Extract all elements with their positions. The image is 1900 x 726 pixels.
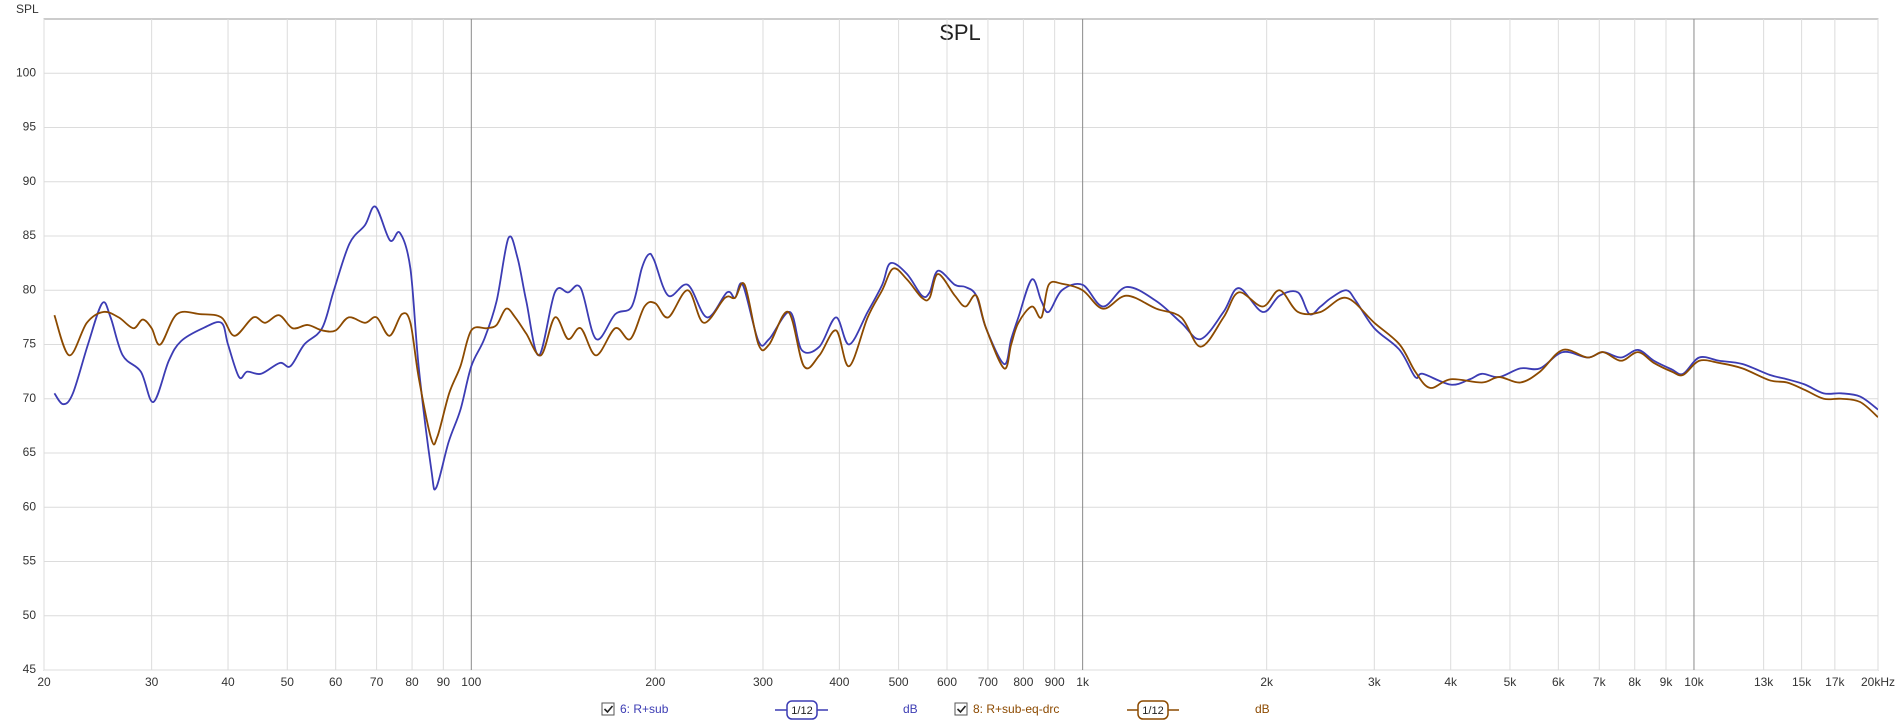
x-tick-label: 60 xyxy=(329,675,343,689)
x-tick-label: 3k xyxy=(1368,675,1382,689)
checkbox-tick xyxy=(956,705,967,714)
legend-unit: dB xyxy=(903,702,918,716)
y-tick-label: 75 xyxy=(23,337,37,351)
x-tick-label: 300 xyxy=(753,675,773,689)
x-tick-label: 6k xyxy=(1552,675,1566,689)
legend-label: 6: R+sub xyxy=(620,702,669,716)
x-tick-label: 600 xyxy=(937,675,957,689)
y-tick-label: 65 xyxy=(23,445,37,459)
x-tick-label: 8k xyxy=(1628,675,1642,689)
x-tick-label: 30 xyxy=(145,675,159,689)
series-line xyxy=(53,267,1878,446)
y-tick-label: 95 xyxy=(23,120,37,134)
y-tick-label: 70 xyxy=(23,391,37,405)
checkbox-tick xyxy=(603,705,614,714)
x-tick-label: 7k xyxy=(1593,675,1607,689)
x-tick-label: 500 xyxy=(889,675,909,689)
legend-unit: dB xyxy=(1255,702,1270,716)
legend-checkbox[interactable] xyxy=(601,702,615,716)
smoothing-box[interactable] xyxy=(786,700,818,720)
smoothing-control[interactable]: 1/12 xyxy=(1127,700,1179,720)
chart-title: SPL xyxy=(939,20,981,45)
smoothing-box[interactable] xyxy=(1137,700,1169,720)
y-tick-label: 100 xyxy=(16,65,36,79)
smoothing-label: 1/12 xyxy=(1142,705,1163,717)
y-tick-label: 90 xyxy=(23,174,37,188)
legend-checkbox[interactable] xyxy=(954,702,968,716)
y-axis-label: SPL xyxy=(16,2,39,16)
x-tick-label: 9k xyxy=(1660,675,1674,689)
y-tick-label: 50 xyxy=(23,608,37,622)
x-tick-label: 700 xyxy=(978,675,998,689)
x-tick-label: 4k xyxy=(1444,675,1458,689)
x-tick-label: 13k xyxy=(1754,675,1774,689)
x-tick-label: 5k xyxy=(1504,675,1518,689)
y-tick-label: 60 xyxy=(23,499,37,513)
lines xyxy=(53,205,1878,491)
y-tick-label: 80 xyxy=(23,282,37,296)
y-tick-label: 55 xyxy=(23,554,37,568)
x-tick-label: 10k xyxy=(1684,675,1704,689)
smoothing-label: 1/12 xyxy=(791,705,812,717)
grid: 45 50 55 60 65 70 75 80 85 90 95 100 20 30 40 50 60 70 80 9… xyxy=(16,19,1895,689)
x-tick-label: 900 xyxy=(1045,675,1065,689)
series-line xyxy=(53,205,1878,491)
legend-label: 8: R+sub-eq-drc xyxy=(973,702,1059,716)
x-tick-label: 80 xyxy=(405,675,419,689)
x-tick-label: 15k xyxy=(1792,675,1812,689)
legend: 6: R+sub 1/12 dB 8: R+sub-eq-drc 1/12 dB xyxy=(601,700,1270,720)
smoothing-control[interactable]: 1/12 xyxy=(775,700,828,720)
x-tick-label: 800 xyxy=(1013,675,1033,689)
x-tick-label: 20 xyxy=(37,675,51,689)
x-tick-label: 70 xyxy=(370,675,384,689)
x-tick-label: 200 xyxy=(645,675,665,689)
x-tick-label: 90 xyxy=(437,675,451,689)
x-tick-label: 40 xyxy=(221,675,235,689)
x-tick-label: 17k xyxy=(1825,675,1845,689)
y-tick-label: 85 xyxy=(23,228,37,242)
x-tick-label: 2k xyxy=(1260,675,1274,689)
checkbox-box[interactable] xyxy=(601,702,615,716)
checkbox-box[interactable] xyxy=(954,702,968,716)
x-tick-label: 50 xyxy=(281,675,295,689)
x-tick-label: 100 xyxy=(461,675,481,689)
x-tick-label: 1k xyxy=(1076,675,1090,689)
x-tick-label: 400 xyxy=(829,675,849,689)
y-tick-label: 45 xyxy=(23,662,37,676)
x-tick-label: 20kHz xyxy=(1861,675,1895,689)
